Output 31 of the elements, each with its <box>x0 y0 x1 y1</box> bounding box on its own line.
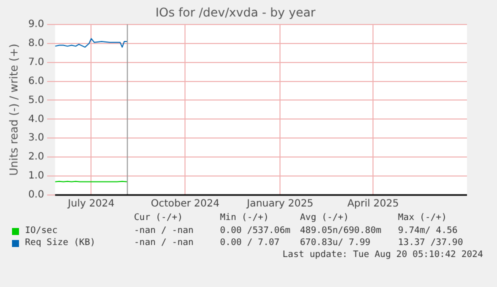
y-tick-label: 5.0 <box>28 94 44 106</box>
y-tick-label: 4.0 <box>28 114 44 125</box>
text: Avg (-/+) <box>300 213 349 223</box>
text: Last update: Tue Aug 20 05:10:42 2024 <box>282 250 483 260</box>
text: 13.37 /37.90 <box>398 238 464 248</box>
text: Min (-/+) <box>220 213 269 223</box>
y-axis-title: Units read (-) / write (+) <box>7 44 20 176</box>
text: 670.83u/ 7.99 <box>300 238 370 248</box>
text: Cur (-/+) <box>134 213 183 223</box>
text: 9.74m/ 4.56 <box>398 226 458 236</box>
y-tick-label: 8.0 <box>28 38 44 49</box>
y-tick-label: 9.0 <box>28 18 44 30</box>
y-tick-label: 7.0 <box>28 56 44 68</box>
legend-label: Req Size (KB) <box>25 238 96 248</box>
text: -nan / -nan <box>134 238 194 248</box>
y-tick-label: 6.0 <box>28 76 44 87</box>
chart-title: IOs for /dev/xvda - by year <box>156 5 316 20</box>
y-tick-label: 2.0 <box>28 152 44 163</box>
text: 0.00 /537.06m <box>220 226 290 236</box>
y-tick-label: 3.0 <box>28 132 44 144</box>
y-tick-label: 1.0 <box>28 170 44 182</box>
x-tick-label: October 2024 <box>150 198 220 210</box>
text: -nan / -nan <box>134 226 194 236</box>
legend-label: IO/sec <box>25 226 58 236</box>
x-tick-label: April 2025 <box>347 198 399 210</box>
y-tick-label: 0.0 <box>28 190 44 201</box>
text: 489.05n/690.80m <box>300 226 382 236</box>
text: 0.00 / 7.07 <box>220 238 280 248</box>
x-tick-label: July 2024 <box>66 198 115 210</box>
x-tick-label: January 2025 <box>246 198 314 210</box>
text: Max (-/+) <box>398 213 448 223</box>
